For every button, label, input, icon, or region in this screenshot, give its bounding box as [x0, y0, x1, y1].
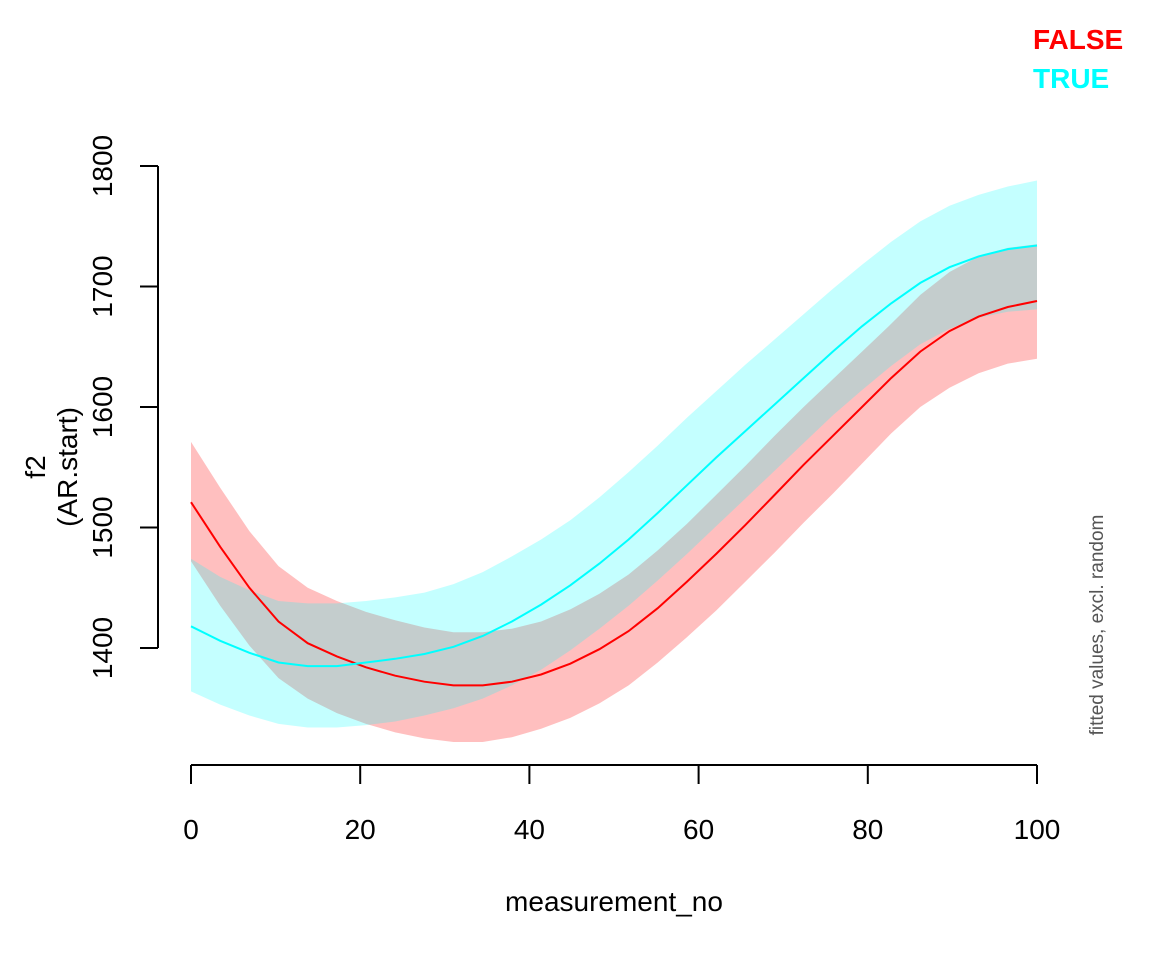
y-axis-title-line1: f2: [20, 455, 51, 478]
x-tick-label: 80: [852, 814, 883, 845]
y-tick-label: 1600: [87, 376, 118, 438]
x-tick-label: 0: [183, 814, 199, 845]
x-tick-label: 40: [514, 814, 545, 845]
y-tick-label: 1400: [87, 617, 118, 679]
confidence-band-true: [191, 180, 1037, 728]
y-tick-label: 1500: [87, 496, 118, 558]
legend-label-true: TRUE: [1033, 63, 1109, 94]
x-tick-label: 20: [345, 814, 376, 845]
y-axis-title-line2: (AR.start): [52, 407, 83, 527]
fit-lines: [190, 244, 1038, 687]
fitted-values-note: fitted values, excl. random: [1087, 515, 1108, 736]
y-tick-label: 1700: [87, 255, 118, 317]
fit-line-false: [190, 300, 1038, 687]
confidence-band-false: [191, 244, 1037, 743]
legend: FALSE TRUE: [1033, 24, 1123, 94]
y-tick-label: 1800: [87, 135, 118, 197]
x-tick-label: 60: [683, 814, 714, 845]
x-tick-label: 100: [1014, 814, 1061, 845]
y-axis-ticks: 1400 1500 1600 1700 1800: [87, 135, 158, 679]
x-axis-ticks: 0 20 40 60 80 100: [183, 765, 1060, 845]
legend-label-false: FALSE: [1033, 24, 1123, 55]
x-axis-title: measurement_no: [505, 886, 723, 917]
confidence-bands: [191, 180, 1037, 743]
fit-line-true: [190, 244, 1038, 668]
